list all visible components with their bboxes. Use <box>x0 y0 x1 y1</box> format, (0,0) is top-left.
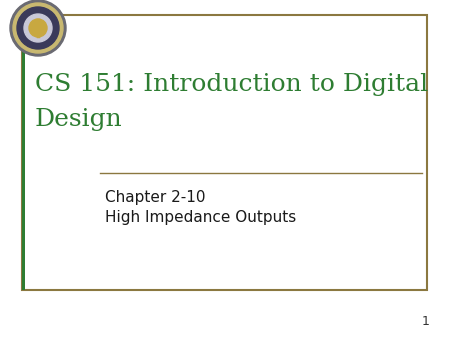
Text: Design: Design <box>35 108 123 131</box>
Circle shape <box>29 19 47 37</box>
Circle shape <box>10 0 66 56</box>
Bar <box>22 15 24 290</box>
Circle shape <box>17 7 59 49</box>
Text: 1: 1 <box>422 315 430 328</box>
Text: High Impedance Outputs: High Impedance Outputs <box>105 210 296 225</box>
Circle shape <box>13 3 63 53</box>
Bar <box>22 15 427 290</box>
Text: CS 151: Introduction to Digital: CS 151: Introduction to Digital <box>35 73 428 96</box>
Text: Chapter 2-10: Chapter 2-10 <box>105 190 206 205</box>
Circle shape <box>24 14 52 42</box>
